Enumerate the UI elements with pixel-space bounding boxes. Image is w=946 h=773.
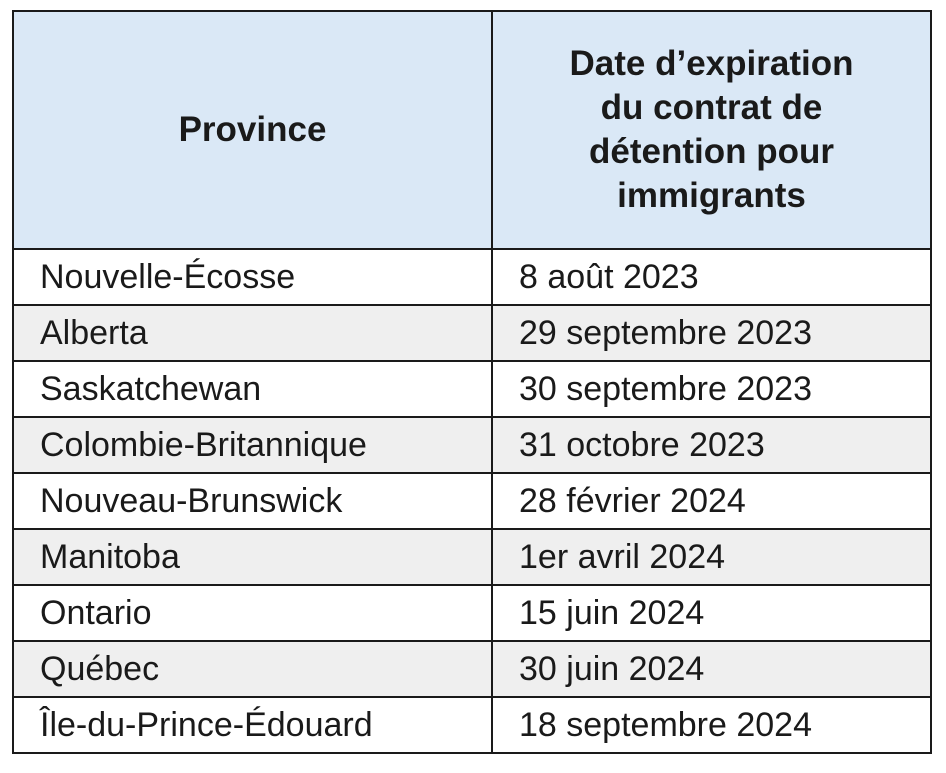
date-cell: 18 septembre 2024 xyxy=(491,696,932,754)
table-row: Saskatchewan 30 septembre 2023 xyxy=(12,360,932,418)
table-row: Manitoba 1er avril 2024 xyxy=(12,528,932,586)
table-row: Colombie-Britannique 31 octobre 2023 xyxy=(12,416,932,474)
province-cell: Nouvelle-Écosse xyxy=(12,248,493,306)
table-row: Alberta 29 septembre 2023 xyxy=(12,304,932,362)
province-cell: Île-du-Prince-Édouard xyxy=(12,696,493,754)
table-row: Ontario 15 juin 2024 xyxy=(12,584,932,642)
header-row: Province Date d’expiration du contrat de… xyxy=(12,10,932,250)
date-cell: 1er avril 2024 xyxy=(491,528,932,586)
header-expiration-date: Date d’expiration du contrat de détentio… xyxy=(491,10,932,250)
header-province: Province xyxy=(12,10,493,250)
province-cell: Saskatchewan xyxy=(12,360,493,418)
date-cell: 15 juin 2024 xyxy=(491,584,932,642)
province-cell: Colombie-Britannique xyxy=(12,416,493,474)
province-cell: Nouveau-Brunswick xyxy=(12,472,493,530)
header-line: détention pour xyxy=(589,132,834,171)
date-cell: 31 octobre 2023 xyxy=(491,416,932,474)
header-line: Date d’expiration xyxy=(569,44,854,83)
province-cell: Québec xyxy=(12,640,493,698)
province-cell: Alberta xyxy=(12,304,493,362)
table-row: Île-du-Prince-Édouard 18 septembre 2024 xyxy=(12,696,932,754)
province-cell: Ontario xyxy=(12,584,493,642)
table-row: Québec 30 juin 2024 xyxy=(12,640,932,698)
date-cell: 30 juin 2024 xyxy=(491,640,932,698)
expiration-table: Province Date d’expiration du contrat de… xyxy=(12,10,932,754)
header-line: immigrants xyxy=(617,176,806,215)
date-cell: 28 février 2024 xyxy=(491,472,932,530)
header-line: du contrat de xyxy=(600,88,823,127)
date-cell: 30 septembre 2023 xyxy=(491,360,932,418)
table-row: Nouveau-Brunswick 28 février 2024 xyxy=(12,472,932,530)
date-cell: 29 septembre 2023 xyxy=(491,304,932,362)
province-cell: Manitoba xyxy=(12,528,493,586)
table-row: Nouvelle-Écosse 8 août 2023 xyxy=(12,248,932,306)
date-cell: 8 août 2023 xyxy=(491,248,932,306)
